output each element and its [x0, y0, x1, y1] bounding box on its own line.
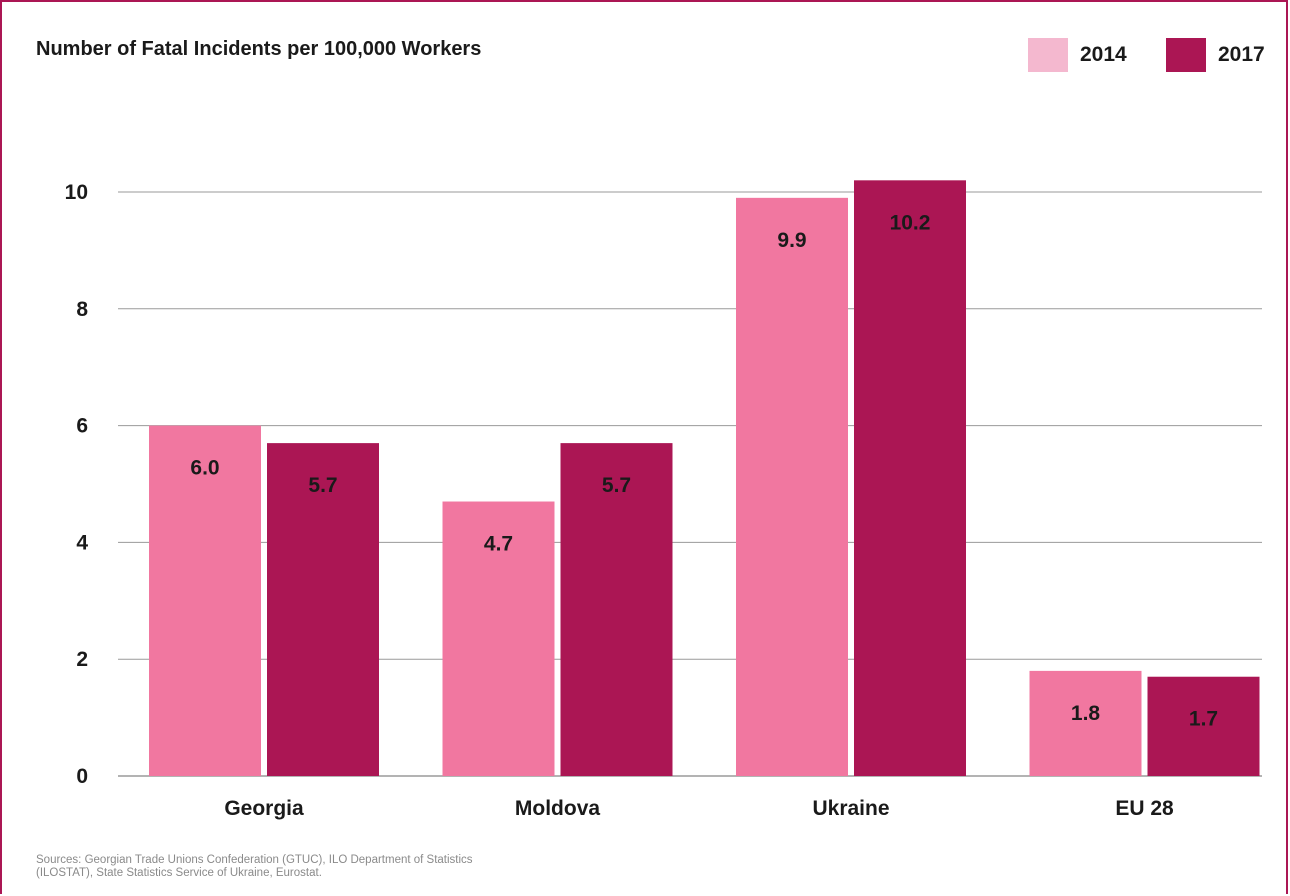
data-label: 5.7: [602, 474, 631, 497]
chart-title: Number of Fatal Incidents per 100,000 Wo…: [36, 38, 482, 60]
y-tick-label: 6: [76, 415, 88, 438]
legend-label-2017: 2017: [1218, 43, 1265, 66]
bar-2017-eu-28: [1147, 676, 1260, 776]
data-label: 1.8: [1071, 702, 1101, 725]
bar-2017-georgia: [267, 443, 379, 776]
bar-2014-georgia: [149, 425, 261, 776]
y-tick-label: 10: [65, 181, 88, 204]
x-tick-label: Moldova: [515, 797, 600, 820]
legend-label-2014: 2014: [1080, 43, 1127, 66]
y-tick-label: 4: [76, 531, 88, 554]
data-label: 9.9: [777, 229, 806, 252]
x-tick-label: Georgia: [224, 797, 304, 820]
legend-swatch-2017: [1166, 38, 1206, 72]
data-label: 10.2: [890, 211, 931, 234]
data-label: 4.7: [484, 533, 513, 556]
legend-item-2014: 2014: [1028, 38, 1127, 72]
x-tick-label: EU 28: [1115, 797, 1174, 820]
data-label: 1.7: [1189, 708, 1218, 731]
data-label: 5.7: [308, 474, 337, 497]
y-tick-label: 8: [76, 298, 88, 321]
bar-2014-eu-28: [1029, 670, 1142, 776]
y-tick-label: 2: [76, 648, 88, 671]
sources-line-1: Sources: Georgian Trade Unions Confedera…: [36, 854, 473, 866]
bar-2017-ukraine: [854, 180, 966, 776]
legend-item-2017: 2017: [1166, 38, 1265, 72]
sources-note: Sources: Georgian Trade Unions Confedera…: [36, 854, 473, 880]
data-label: 6.0: [190, 457, 219, 480]
y-tick-label: 0: [76, 765, 88, 788]
bar-2014-moldova: [442, 501, 555, 776]
sources-line-2: (ILOSTAT), State Statistics Service of U…: [36, 867, 322, 879]
legend-swatch-2014: [1028, 38, 1068, 72]
bar-2014-ukraine: [736, 197, 848, 777]
x-tick-label: Ukraine: [812, 797, 889, 820]
bar-2017-moldova: [560, 443, 673, 776]
